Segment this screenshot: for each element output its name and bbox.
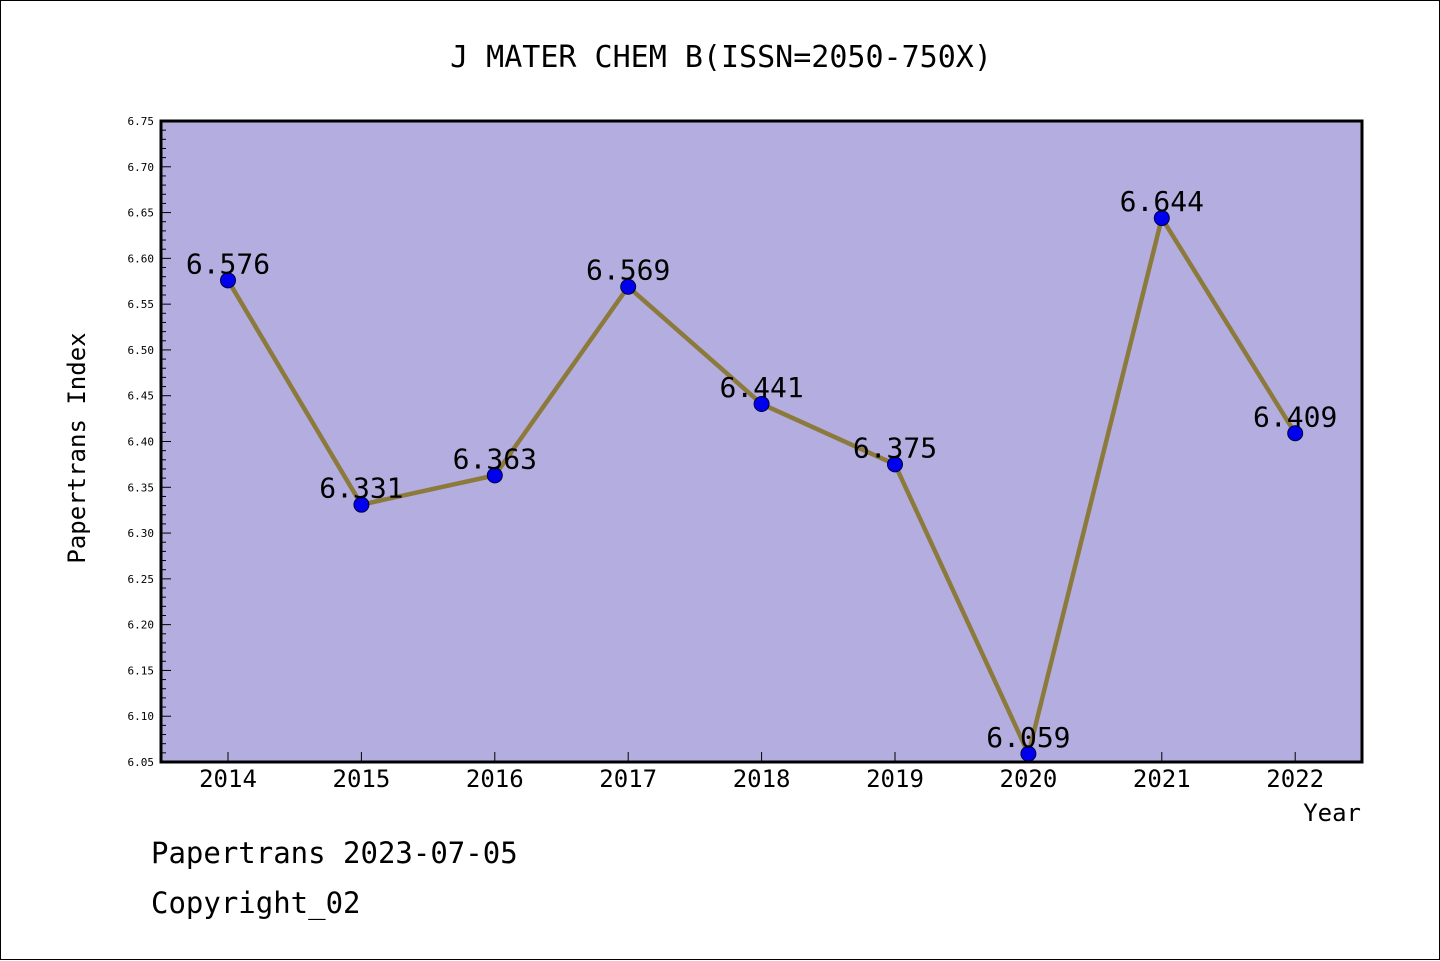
y-tick-label: 6.25: [128, 573, 155, 586]
chart-title: J MATER CHEM B(ISSN=2050-750X): [450, 40, 992, 75]
y-tick-label: 6.10: [128, 710, 155, 723]
data-point: [220, 272, 236, 289]
y-tick-label: 6.65: [128, 207, 155, 220]
x-tick-label: 2015: [333, 765, 391, 793]
x-tick-label: 2016: [466, 765, 524, 793]
x-axis: 2014 2015 2016 2017 2018 2019 2020 2021 2022: [199, 752, 1324, 793]
y-tick-label: 6.40: [128, 436, 155, 449]
plot-area: [161, 121, 1362, 762]
x-tick-label: 2019: [866, 765, 924, 793]
x-tick-label: 2021: [1133, 765, 1191, 793]
data-label: 6.363: [453, 442, 537, 475]
data-point: [887, 456, 903, 473]
data-label: 6.059: [986, 721, 1070, 754]
y-tick-label: 6.15: [128, 664, 155, 677]
y-tick-label: 6.20: [128, 619, 155, 632]
y-axis-title: Papertrans Index: [63, 332, 91, 563]
series: 6.576 6.331 6.363 6.569 6.441 6.375 6.059 6.644…: [186, 185, 1337, 762]
data-label: 6.331: [319, 472, 403, 505]
x-tick-label: 2014: [199, 765, 257, 793]
data-point: [486, 467, 503, 484]
y-tick-label: 6.70: [128, 161, 155, 174]
x-tick-label: 2022: [1266, 765, 1324, 793]
data-label: 6.409: [1253, 400, 1337, 433]
data-label: 6.441: [719, 371, 803, 404]
data-label: 6.576: [186, 247, 270, 280]
y-tick-label: 6.75: [128, 115, 155, 128]
y-tick-label: 6.45: [128, 390, 155, 403]
y-tick-label: 6.35: [128, 481, 155, 494]
data-point: [1153, 210, 1170, 227]
x-axis-title: Year: [1303, 799, 1361, 827]
data-label: 6.644: [1120, 185, 1204, 218]
y-tick-label: 6.55: [128, 298, 155, 311]
data-label: 6.569: [586, 254, 670, 287]
footer-date: Papertrans 2023-07-05: [151, 836, 518, 870]
y-tick-label: 6.50: [128, 344, 155, 357]
y-tick-label: 6.60: [128, 252, 155, 265]
data-point: [1287, 425, 1304, 442]
footer-copyright: Copyright_02: [151, 886, 361, 920]
data-label: 6.375: [853, 431, 937, 464]
data-point: [753, 395, 770, 412]
y-axis: 6.05 6.10 6.15 6.20 6.25 6.30 6.35 6.40 6.45 6.50…: [128, 115, 171, 769]
y-tick-label: 6.05: [128, 756, 155, 769]
data-point: [353, 496, 370, 513]
x-tick-label: 2020: [1000, 765, 1058, 793]
x-tick-label: 2018: [733, 765, 791, 793]
y-tick-label: 6.30: [128, 527, 155, 540]
plot-border: [159, 119, 1364, 764]
data-point: [620, 278, 637, 295]
x-tick-label: 2017: [599, 765, 657, 793]
